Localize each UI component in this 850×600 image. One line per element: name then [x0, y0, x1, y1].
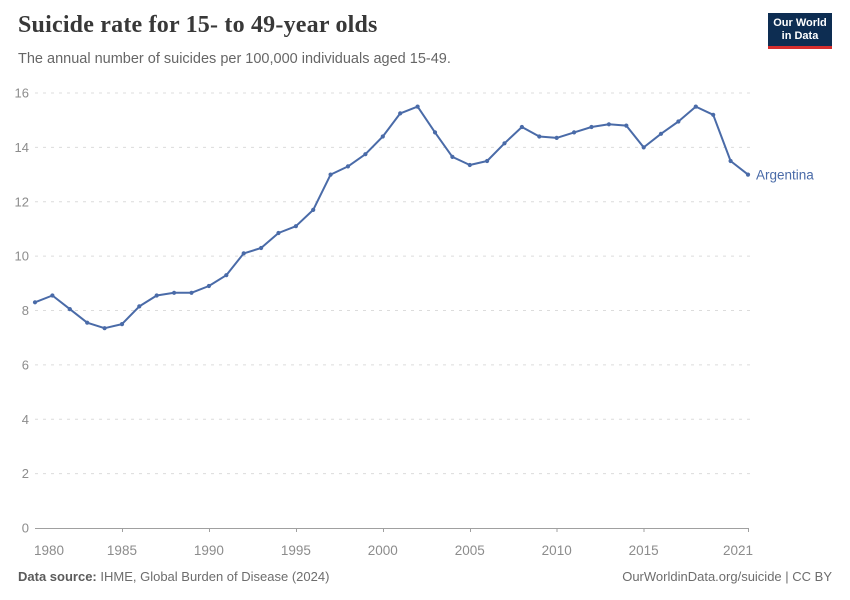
entity-label: Argentina	[756, 168, 814, 183]
x-tick-label: 1985	[107, 543, 137, 558]
data-point-marker	[467, 162, 472, 168]
data-point-marker	[519, 124, 525, 130]
data-source-value: IHME, Global Burden of Disease (2024)	[96, 569, 330, 584]
data-point-marker	[154, 293, 159, 298]
data-point-marker	[276, 230, 281, 236]
data-point-marker	[658, 131, 664, 136]
data-point-marker	[398, 111, 403, 116]
data-point-marker	[50, 293, 55, 298]
y-tick-label: 6	[22, 357, 29, 372]
data-point-marker	[293, 224, 298, 229]
y-tick-label: 16	[15, 86, 29, 101]
data-point-marker	[572, 130, 577, 135]
data-point-marker	[102, 326, 107, 331]
data-point-marker	[241, 251, 246, 256]
y-tick-label: 12	[15, 194, 29, 209]
y-tick-label: 0	[22, 521, 29, 536]
data-point-marker	[676, 119, 681, 124]
y-tick-label: 8	[22, 303, 29, 318]
chart-footer: Data source: IHME, Global Burden of Dise…	[18, 569, 832, 584]
data-point-marker	[224, 273, 229, 278]
data-point-marker	[172, 290, 177, 295]
line-series	[34, 105, 749, 330]
x-tick-label: 2021	[723, 543, 753, 558]
x-tick-label: 1995	[281, 543, 311, 558]
data-point-marker	[606, 122, 612, 127]
data-point-marker	[537, 134, 542, 139]
data-source-note: Data source: IHME, Global Burden of Dise…	[18, 569, 329, 584]
x-tick-label: 1990	[194, 543, 224, 558]
data-point-marker	[67, 307, 72, 312]
data-point-marker	[119, 322, 125, 327]
page-title: Suicide rate for 15- to 49-year olds	[18, 12, 378, 38]
x-tick-label: 2015	[629, 543, 659, 558]
data-point-marker	[259, 245, 264, 251]
chart-subtitle: The annual number of suicides per 100,00…	[18, 51, 451, 67]
y-tick-label: 4	[22, 412, 29, 427]
data-point-marker	[85, 320, 90, 325]
data-point-marker	[432, 130, 438, 135]
data-point-marker	[485, 158, 490, 164]
data-point-marker	[502, 141, 507, 146]
data-point-marker	[311, 207, 316, 212]
data-point-marker	[641, 145, 646, 150]
x-tick-label: 2005	[455, 543, 485, 558]
data-point-marker	[189, 290, 194, 295]
x-tick-label: 1980	[34, 543, 64, 558]
owid-logo-line1: Our World	[773, 16, 827, 29]
data-point-marker	[450, 154, 455, 159]
owid-logo-line2: in Data	[781, 29, 819, 42]
owid-logo[interactable]: Our World in Data	[768, 13, 832, 49]
data-point-marker	[137, 304, 142, 309]
y-tick-label: 2	[22, 466, 29, 481]
x-tick-label: 2000	[368, 543, 398, 558]
data-point-marker	[728, 158, 733, 164]
data-point-marker	[380, 134, 385, 139]
x-tick-label: 2010	[542, 543, 572, 558]
footer-citation-link[interactable]: OurWorldinData.org/suicide | CC BY	[622, 569, 832, 584]
data-point-marker	[711, 112, 716, 117]
data-point-marker	[693, 104, 698, 109]
y-tick-label: 10	[15, 249, 29, 264]
data-point-marker	[345, 164, 351, 169]
data-point-marker	[415, 104, 420, 109]
data-point-marker	[745, 172, 751, 177]
data-point-marker	[32, 300, 38, 305]
data-point-marker	[624, 123, 629, 128]
data-point-marker	[363, 152, 368, 157]
data-point-marker	[589, 124, 594, 130]
y-tick-label: 14	[15, 140, 29, 155]
data-point-marker	[554, 135, 559, 140]
data-source-label: Data source:	[18, 569, 97, 584]
data-point-marker	[328, 172, 333, 177]
data-point-marker	[206, 283, 211, 289]
